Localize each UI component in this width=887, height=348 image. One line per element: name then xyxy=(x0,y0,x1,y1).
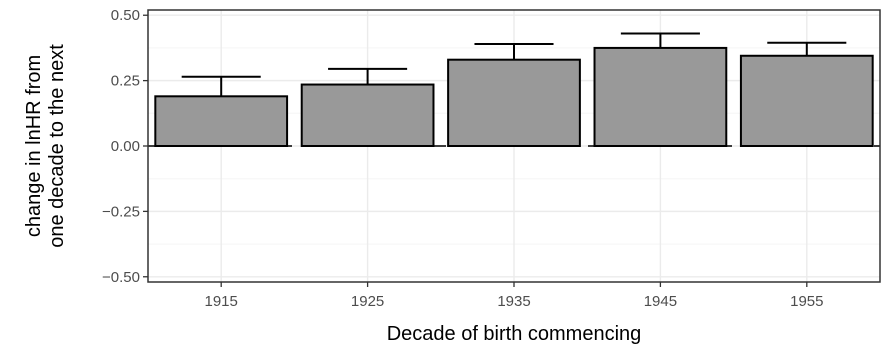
x-tick-label: 1955 xyxy=(790,293,823,310)
y-tick-label: 0.00 xyxy=(111,138,140,155)
bar-1925 xyxy=(300,83,435,147)
x-axis-ticks: 1915 1925 1935 1945 1955 xyxy=(205,282,823,310)
error-bars xyxy=(181,32,847,97)
y-tick-label: −0.50 xyxy=(102,269,140,286)
y-tick-label: −0.25 xyxy=(102,203,140,220)
y-axis-title-line-1: change in lnHR from xyxy=(23,55,45,237)
bar-1915 xyxy=(154,95,289,147)
x-tick-label: 1925 xyxy=(351,293,384,310)
x-tick-label: 1945 xyxy=(644,293,677,310)
y-tick-label: 0.50 xyxy=(111,7,140,24)
bar-1935 xyxy=(447,58,581,147)
bar-1955 xyxy=(739,54,874,147)
bars xyxy=(154,46,874,147)
y-axis-ticks: −0.50 −0.25 0.00 0.25 0.50 xyxy=(102,7,148,286)
y-axis-title-line-2: one decade to the next xyxy=(46,44,68,248)
x-tick-label: 1935 xyxy=(497,293,530,310)
x-tick-label: 1915 xyxy=(205,293,238,310)
y-tick-label: 0.25 xyxy=(111,73,140,90)
bar-1945 xyxy=(593,46,728,147)
x-axis-title: Decade of birth commencing xyxy=(387,323,642,345)
